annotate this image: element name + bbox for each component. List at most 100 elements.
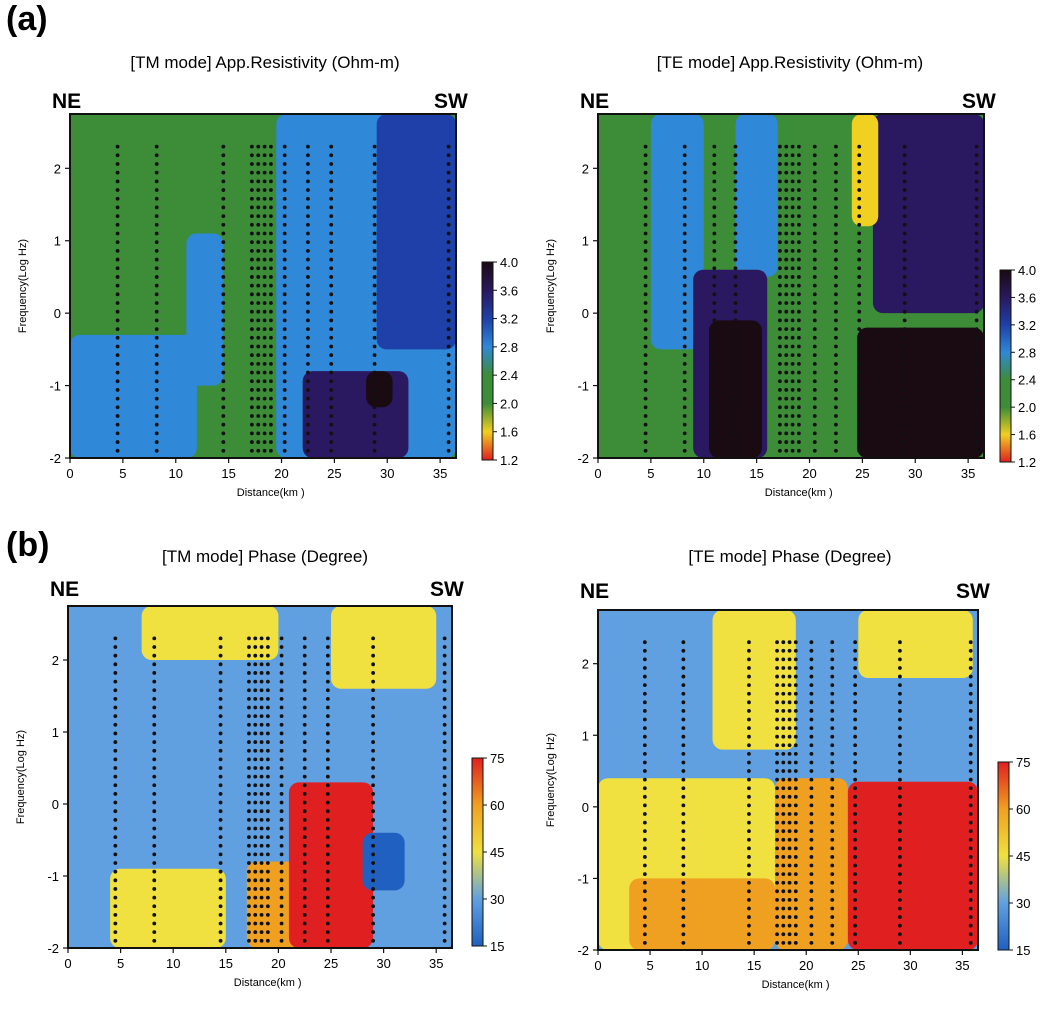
station-dot — [154, 153, 159, 158]
station-dot — [968, 872, 973, 877]
station-dot — [643, 327, 648, 331]
station-dot — [853, 863, 858, 868]
station-dot — [442, 671, 447, 675]
station-dot — [306, 196, 310, 201]
station-dot — [282, 205, 287, 210]
station-dot — [218, 757, 223, 762]
station-dot — [442, 757, 447, 762]
station-dot — [218, 792, 223, 796]
station-dot — [777, 240, 782, 245]
station-dot — [325, 662, 330, 667]
colorbar-tick-label: 3.2 — [1018, 318, 1036, 333]
station-column — [256, 144, 261, 453]
station-dot — [681, 683, 686, 688]
station-dot — [247, 740, 251, 744]
station-dot — [115, 188, 120, 192]
station-dot — [253, 912, 258, 917]
station-dot — [781, 829, 786, 834]
station-dot — [249, 283, 254, 288]
station-dot — [642, 863, 647, 868]
station-dot — [325, 679, 330, 684]
station-dot — [154, 275, 159, 279]
station-dot — [643, 388, 648, 392]
station-dot — [152, 757, 157, 762]
station-dot — [787, 691, 792, 696]
station-dot — [682, 353, 687, 358]
station-dot — [152, 783, 157, 788]
station-dot — [372, 379, 377, 384]
station-dot — [249, 162, 254, 166]
station-dot — [325, 826, 330, 831]
station-dot — [643, 422, 648, 427]
station-dot — [809, 897, 814, 902]
station-dot — [733, 361, 738, 366]
station-dot — [265, 895, 270, 900]
station-dot — [834, 422, 838, 427]
station-dot — [259, 766, 264, 770]
station-dot — [306, 431, 310, 436]
tm-resistivity-plot: [TM mode] App.Resistivity (Ohm-m)NE SW0 5 1… — [17, 53, 518, 499]
station-dot — [898, 872, 902, 877]
station-dot — [249, 144, 254, 149]
station-dot — [253, 817, 258, 822]
station-dot — [218, 748, 223, 753]
station-dot — [682, 309, 687, 314]
station-dot — [152, 912, 157, 917]
station-dot — [221, 422, 226, 427]
station-dot — [834, 301, 838, 305]
station-dot — [781, 880, 786, 885]
station-dot — [830, 726, 835, 731]
station-dot — [784, 414, 789, 418]
station-dot — [857, 162, 862, 166]
station-dot — [218, 696, 223, 701]
station-dot — [302, 766, 307, 770]
station-dot — [265, 904, 270, 909]
station-dot — [221, 414, 226, 418]
station-dot — [329, 266, 334, 271]
station-dot — [259, 774, 264, 779]
station-dot — [253, 895, 258, 900]
colorbar-tick-label: 45 — [490, 845, 504, 860]
station-dot — [329, 170, 334, 175]
station-dot — [902, 379, 907, 384]
station-dot — [329, 431, 334, 436]
station-dot — [154, 144, 159, 149]
station-dot — [253, 921, 258, 926]
station-dot — [775, 915, 779, 919]
station-dot — [306, 335, 310, 340]
station-dot — [249, 231, 254, 236]
station-dot — [830, 812, 835, 816]
station-dot — [372, 196, 377, 201]
station-dot — [247, 835, 251, 840]
station-dot — [642, 794, 647, 799]
station-dot — [857, 388, 862, 392]
station-dot — [259, 930, 264, 935]
station-dot — [812, 422, 817, 427]
station-dot — [902, 370, 907, 375]
station-dot — [793, 829, 798, 834]
station-dot — [154, 257, 159, 262]
station-column — [446, 144, 451, 453]
station-dot — [775, 666, 779, 670]
station-dot — [712, 309, 717, 314]
station-dot — [253, 783, 258, 788]
station-dot — [712, 388, 717, 392]
station-dot — [968, 709, 973, 713]
station-dot — [256, 405, 261, 410]
station-dot — [643, 370, 648, 375]
station-dot — [642, 640, 647, 645]
station-dot — [371, 817, 375, 822]
station-dot — [218, 843, 223, 848]
station-dot — [113, 774, 118, 779]
station-dot — [152, 748, 157, 753]
station-dot — [812, 379, 817, 384]
station-dot — [329, 335, 334, 340]
station-dot — [974, 414, 979, 418]
station-dot — [898, 794, 902, 799]
station-dot — [262, 231, 267, 236]
station-dot — [809, 855, 814, 859]
station-dot — [733, 448, 738, 453]
station-dot — [262, 344, 267, 349]
station-dot — [302, 731, 307, 736]
station-dot — [152, 731, 157, 736]
